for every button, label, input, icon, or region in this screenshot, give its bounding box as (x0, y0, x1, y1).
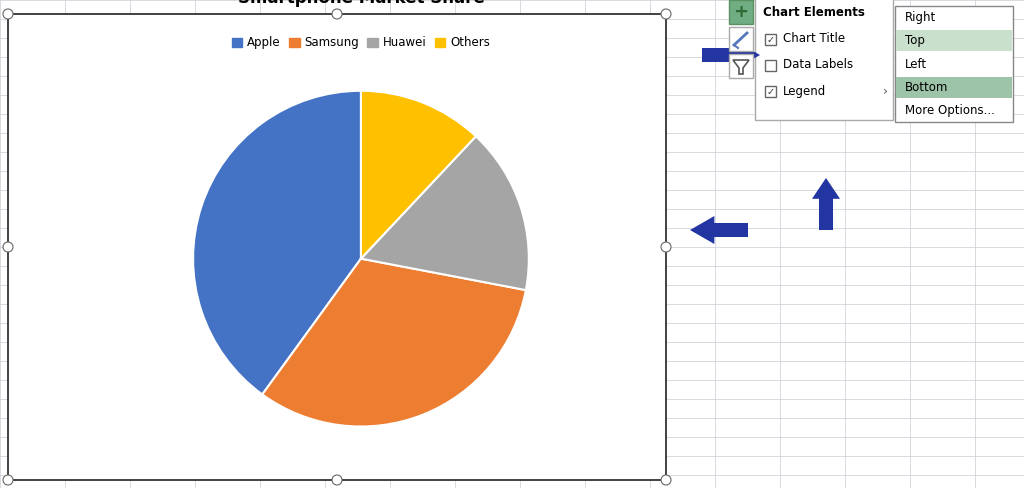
Text: Data Labels: Data Labels (783, 59, 853, 72)
Text: Top: Top (905, 34, 925, 47)
Circle shape (332, 475, 342, 485)
Circle shape (3, 242, 13, 252)
Bar (895, 6, 1013, 122)
Text: Bottom: Bottom (905, 81, 948, 94)
Legend: Apple, Samsung, Huawei, Others: Apple, Samsung, Huawei, Others (227, 32, 495, 54)
Polygon shape (702, 41, 760, 69)
Text: ›: › (883, 84, 888, 98)
Text: ✓: ✓ (766, 35, 774, 44)
Bar (8, 14, 666, 480)
Text: Left: Left (905, 58, 927, 70)
Text: Chart Elements: Chart Elements (763, 5, 865, 19)
Wedge shape (360, 136, 528, 290)
Text: Legend: Legend (783, 84, 826, 98)
Bar (729, 0, 753, 24)
Bar (896, 77, 1012, 98)
Bar (765, 34, 776, 45)
Bar (896, 30, 1012, 51)
Circle shape (332, 9, 342, 19)
Polygon shape (690, 216, 748, 244)
Text: Right: Right (905, 11, 936, 24)
Circle shape (662, 242, 671, 252)
Bar (729, 27, 753, 51)
Circle shape (3, 9, 13, 19)
Wedge shape (262, 259, 526, 427)
Text: +: + (733, 3, 749, 21)
Wedge shape (360, 91, 476, 259)
Bar (755, 0, 893, 120)
Bar (729, 54, 753, 78)
Title: Smartphone Market Share: Smartphone Market Share (238, 0, 484, 7)
Circle shape (3, 475, 13, 485)
Wedge shape (194, 91, 360, 394)
Circle shape (662, 9, 671, 19)
Bar (765, 86, 776, 97)
Circle shape (662, 475, 671, 485)
Polygon shape (812, 178, 840, 230)
Text: Chart Title: Chart Title (783, 33, 845, 45)
Text: ✓: ✓ (766, 86, 774, 97)
Text: More Options...: More Options... (905, 104, 995, 117)
Bar (765, 60, 776, 71)
